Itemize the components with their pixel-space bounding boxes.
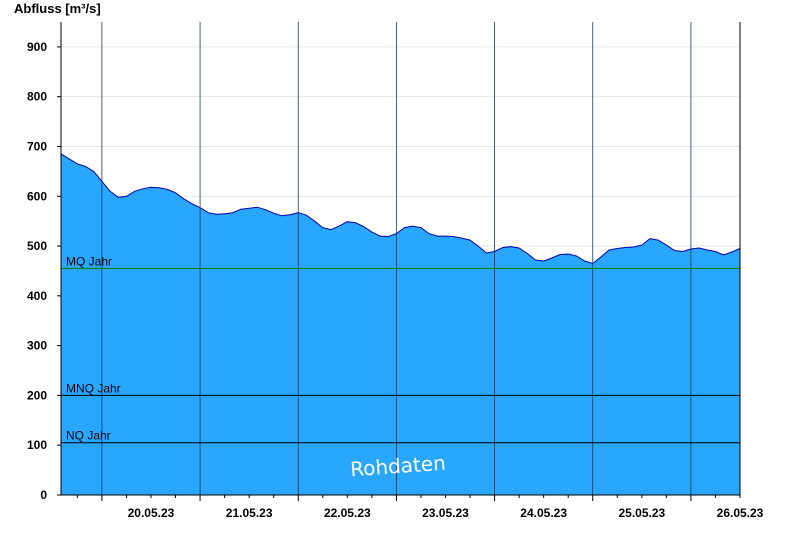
discharge-area <box>61 153 740 495</box>
y-tick-label: 500 <box>27 239 47 253</box>
x-tick-label: 26.05.23 <box>717 506 764 520</box>
x-tick-label: 21.05.23 <box>226 506 273 520</box>
reference-line-label: MNQ Jahr <box>66 381 121 395</box>
y-tick-label: 800 <box>27 90 47 104</box>
reference-line-label: MQ Jahr <box>66 254 112 268</box>
x-tick-label: 25.05.23 <box>618 506 665 520</box>
day-separator-lines <box>101 22 692 495</box>
y-axis-title: Abfluss [m³/s] <box>14 1 101 16</box>
x-tick-label: 23.05.23 <box>422 506 469 520</box>
y-tick-label: 400 <box>27 289 47 303</box>
discharge-edge-line <box>60 153 741 265</box>
y-tick-label: 100 <box>27 438 47 452</box>
x-tick-label: 24.05.23 <box>520 506 567 520</box>
y-tick-label: 700 <box>27 139 47 153</box>
axes <box>60 22 741 496</box>
reference-lines: MQ Jahr MNQ Jahr NQ Jahr <box>61 254 740 444</box>
y-tick-label: 600 <box>27 189 47 203</box>
x-tick-label: 20.05.23 <box>128 506 175 520</box>
y-tick-label: 200 <box>27 388 47 402</box>
reference-line-label: NQ Jahr <box>66 429 111 443</box>
y-tick-label: 0 <box>40 488 47 502</box>
y-ticks: 0 100 200 300 400 500 600 700 800 900 <box>27 40 61 502</box>
y-tick-label: 900 <box>27 40 47 54</box>
y-tick-label: 300 <box>27 339 47 353</box>
x-tick-label: 22.05.23 <box>324 506 371 520</box>
x-ticks: 20.05.23 21.05.23 22.05.23 23.05.23 24.05.23… <box>76 495 764 520</box>
